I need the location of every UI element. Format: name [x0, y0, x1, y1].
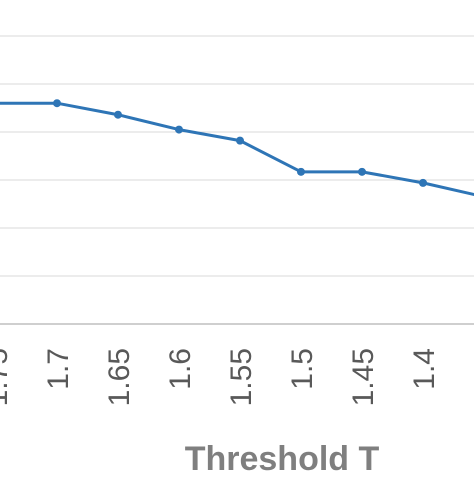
data-point [175, 125, 183, 134]
data-point [297, 167, 305, 176]
data-point [114, 110, 122, 119]
points-layer [53, 99, 427, 187]
gridlines [0, 35, 474, 277]
x-axis-title: Threshold T [185, 440, 380, 474]
x-tick-label: 1.6 [164, 348, 197, 390]
data-point [236, 136, 244, 145]
series-line [0, 101, 474, 197]
data-point [358, 167, 366, 176]
x-tick-label: 1.65 [103, 348, 136, 406]
series-layer [0, 101, 474, 197]
x-tick-label: 1.55 [225, 348, 258, 406]
x-tick-labels: 1.75 1.7 1.65 1.6 1.55 1.5 1.45 1.4 1.35 [0, 348, 474, 406]
data-point [53, 99, 61, 108]
x-tick-label: 1.45 [347, 348, 380, 406]
x-tick-label: 1.5 [286, 348, 319, 390]
x-tick-label: 1.75 [0, 348, 14, 406]
x-tick-label: 1.7 [42, 348, 75, 390]
data-point [419, 178, 427, 187]
x-tick-label: 1.35 [469, 348, 474, 406]
x-tick-label: 1.4 [408, 348, 441, 390]
